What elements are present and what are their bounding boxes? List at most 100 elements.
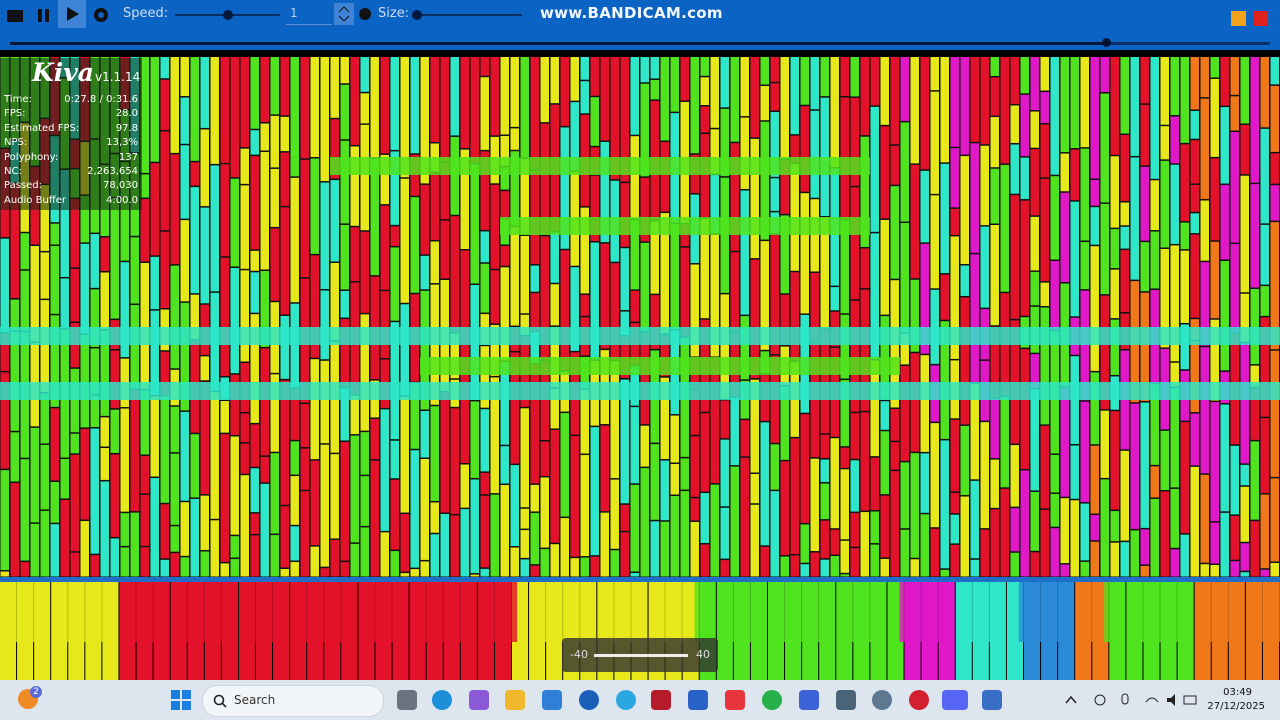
note [690,264,699,357]
note [590,427,599,556]
app-icon[interactable] [397,690,417,710]
speed-slider[interactable] [175,8,283,22]
app-icon[interactable] [799,690,819,710]
app-icon[interactable] [542,690,562,710]
note [770,57,779,82]
app-icon[interactable] [432,690,452,710]
app-icon[interactable] [909,690,929,710]
app-icon[interactable] [616,690,636,710]
note [60,499,69,577]
app-icon[interactable] [579,690,599,710]
note [610,479,619,549]
note [1140,565,1149,577]
note [900,365,909,461]
app-icon[interactable] [982,690,1002,710]
app-icon[interactable] [762,690,782,710]
app-icon[interactable] [872,690,892,710]
note [640,83,649,177]
note [1070,57,1079,149]
app-icon[interactable] [469,690,489,710]
note [440,513,449,577]
note [970,383,979,480]
note [1250,289,1259,365]
note [430,406,439,501]
note [260,271,269,347]
search-box[interactable]: Search [202,685,384,717]
note [1010,57,1019,104]
note [820,459,829,483]
black-key [80,582,91,642]
start-button[interactable] [171,690,191,710]
app-icon[interactable] [942,690,968,710]
note [1040,282,1049,307]
note [690,521,699,577]
app-icon[interactable] [505,690,525,710]
note [500,446,509,484]
pause-button[interactable] [32,4,54,26]
note [860,289,869,411]
note [900,333,909,365]
note [850,460,859,512]
note [650,79,659,100]
note [970,559,979,577]
note [1090,445,1099,514]
note [670,57,679,112]
note [400,178,409,303]
close-button[interactable] [1253,11,1268,26]
note [1210,564,1219,577]
window-button[interactable] [1231,11,1246,26]
note [40,252,49,299]
note [1240,572,1249,577]
note [910,164,919,279]
note [500,362,509,445]
app-icon[interactable] [688,690,708,710]
note [960,265,969,296]
size-slider[interactable] [412,8,524,22]
note [750,259,759,379]
note [1210,402,1219,522]
help-icon[interactable] [358,7,372,21]
black-key [216,582,227,642]
note [1250,365,1259,387]
note [1150,57,1159,179]
note [400,514,409,572]
note [1190,234,1199,318]
play-button[interactable] [58,0,86,28]
app-icon[interactable] [836,690,856,710]
note [410,383,419,449]
speed-spinner[interactable] [334,3,354,25]
system-tray[interactable] [1064,692,1198,708]
note [1200,200,1209,261]
note [420,410,429,458]
note [590,97,599,146]
note [500,267,509,361]
note [660,521,669,577]
note [420,255,429,290]
black-key [558,582,569,642]
search-text: Search [234,693,276,707]
note [530,364,539,484]
note [630,290,639,322]
note [300,404,309,448]
seek-knob[interactable] [1102,38,1111,47]
note [520,158,529,235]
note [390,151,399,225]
open-button[interactable] [4,4,26,26]
note [830,529,839,555]
settings-button[interactable] [90,4,112,26]
note [490,494,499,577]
note [20,233,29,270]
note [280,315,289,379]
volume-slider[interactable] [594,654,688,657]
app-icon[interactable] [725,690,745,710]
app-icon[interactable] [651,690,671,710]
speed-label: Speed: [123,6,169,21]
note [1080,503,1089,561]
note [950,148,959,208]
note [260,456,269,483]
seek-bar[interactable] [10,42,1270,45]
note [1250,57,1259,183]
note [710,129,719,174]
speed-input[interactable]: 1 [286,4,332,25]
note [250,250,259,271]
